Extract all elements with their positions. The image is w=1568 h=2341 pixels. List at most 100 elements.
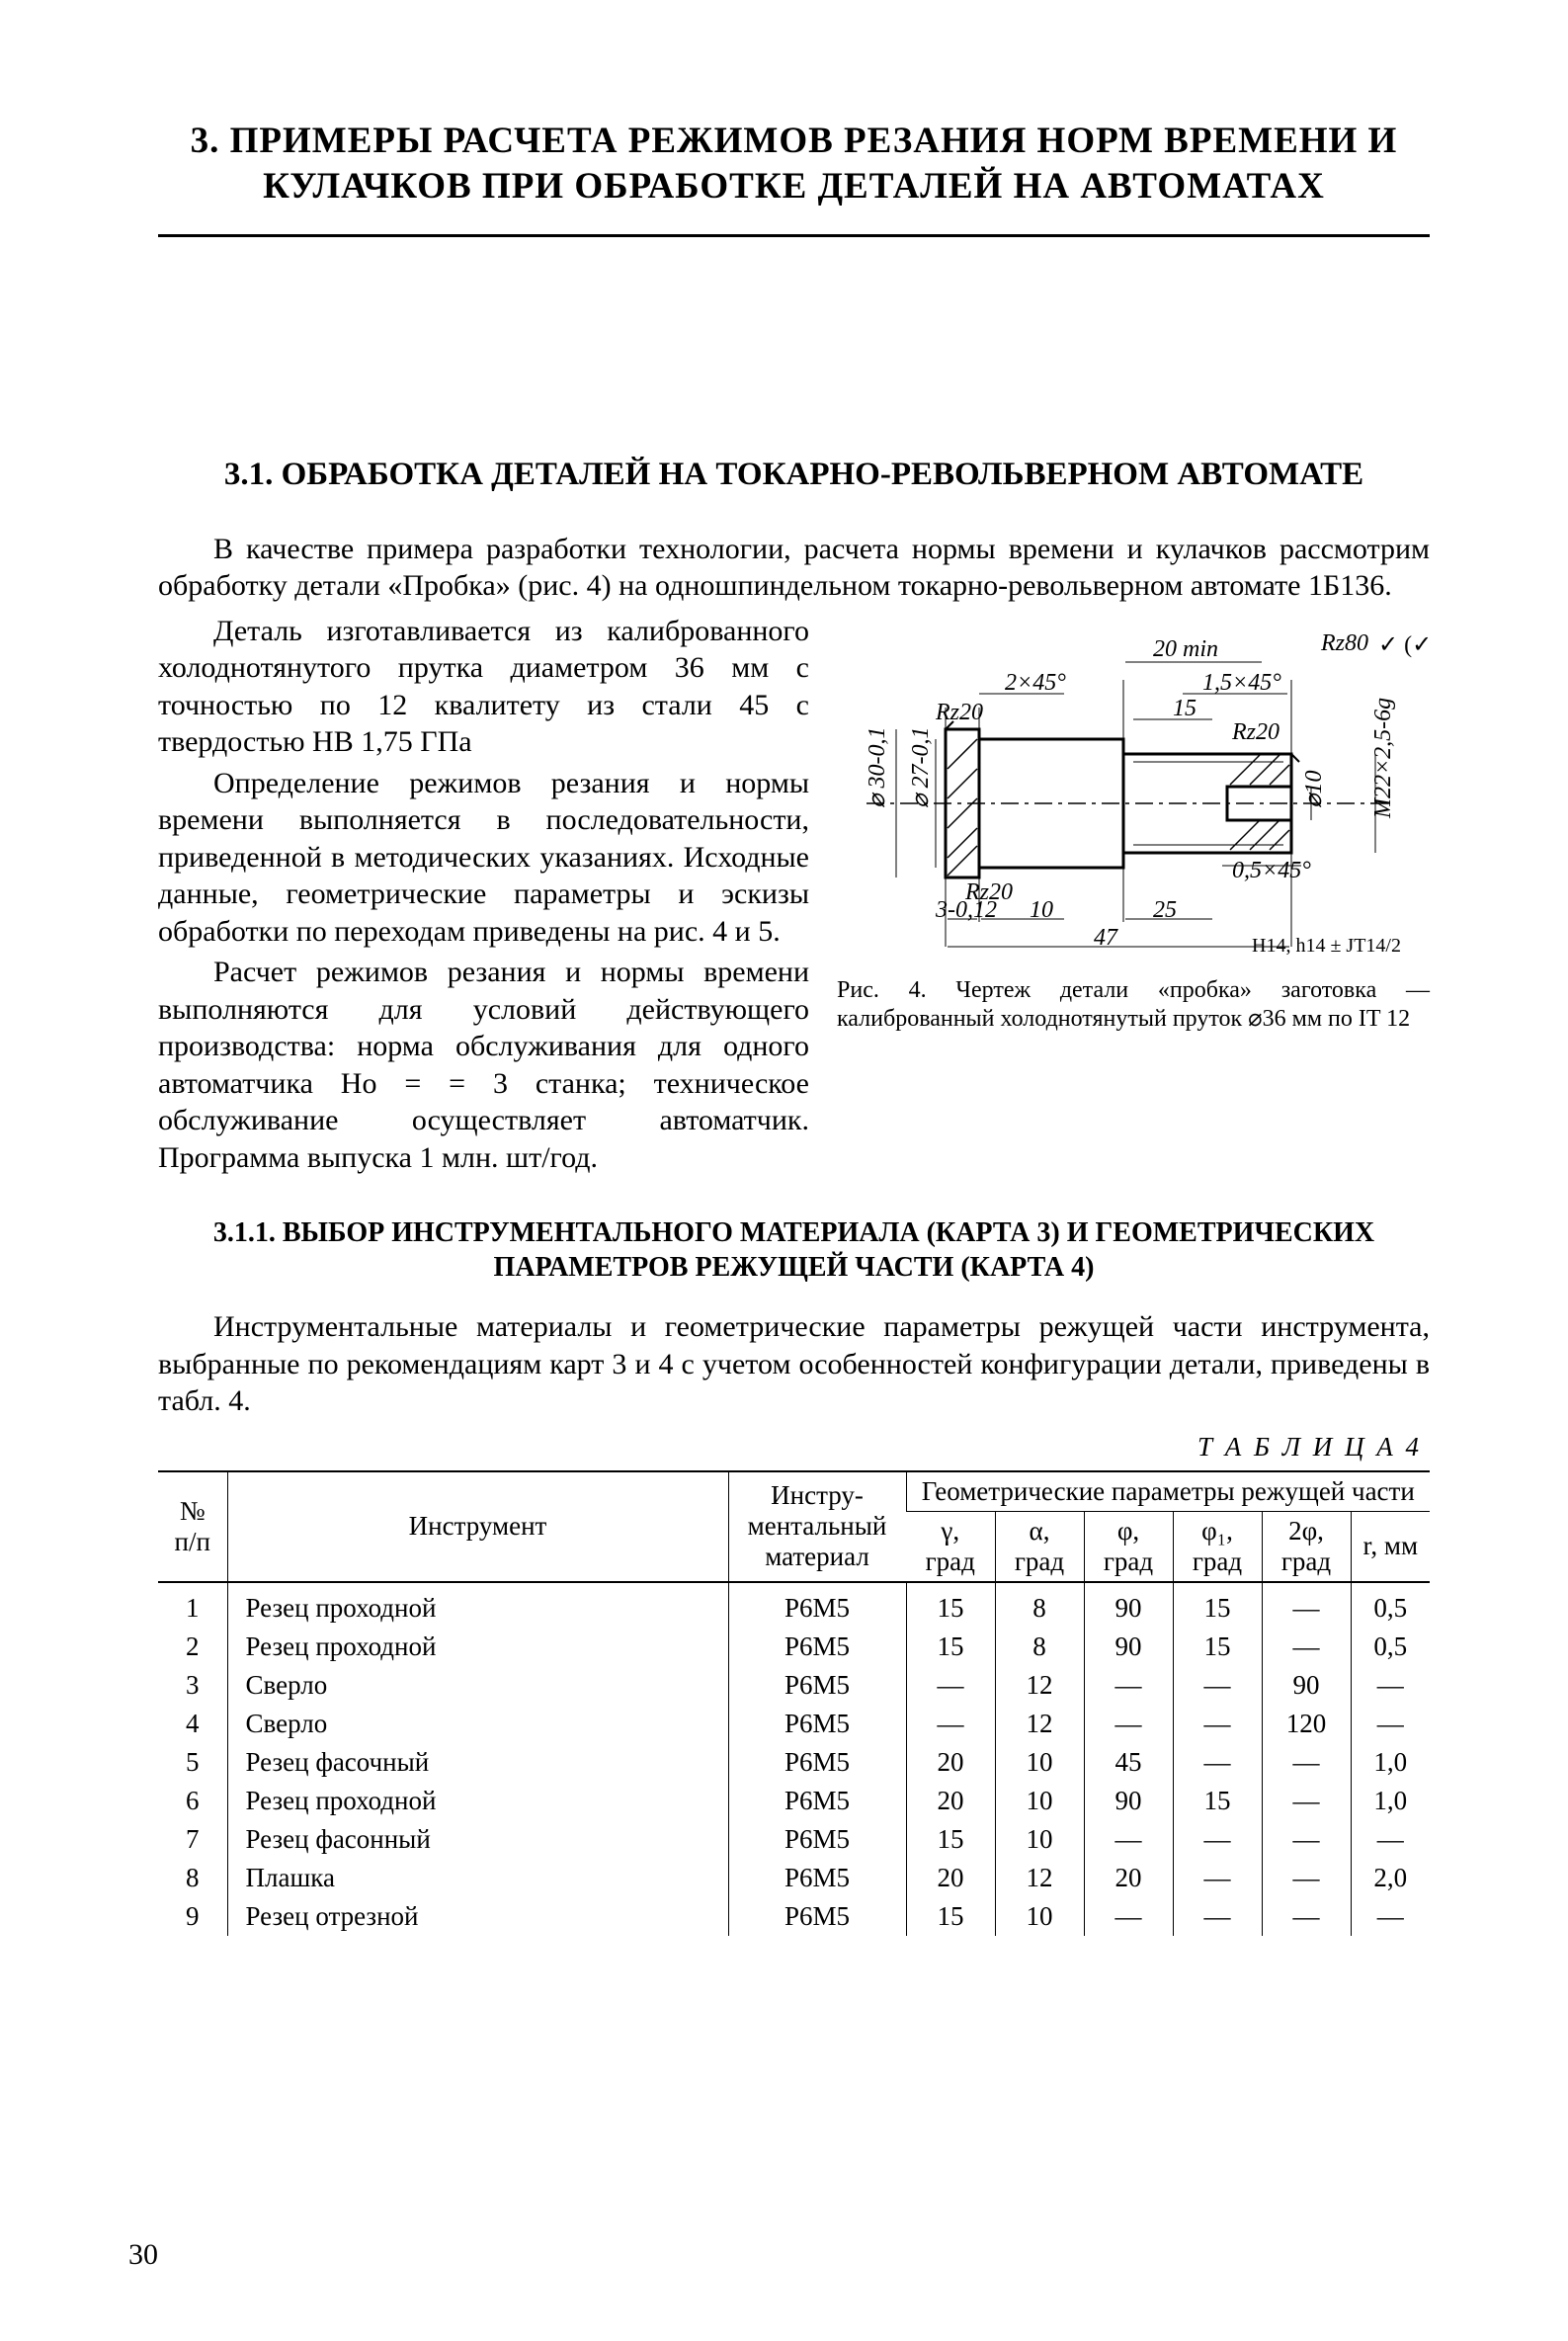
figure-caption: Рис. 4. Чертеж детали «пробка» заготовка… bbox=[837, 976, 1430, 1034]
cell-a: 12 bbox=[995, 1705, 1084, 1743]
table-row: 4СверлоР6М5—12——120— bbox=[158, 1705, 1430, 1743]
cell-r: — bbox=[1351, 1666, 1430, 1705]
cell-f: — bbox=[1084, 1897, 1173, 1936]
cell-tool: Резец отрезной bbox=[227, 1897, 728, 1936]
table-row: 3СверлоР6М5—12——90— bbox=[158, 1666, 1430, 1705]
table-row: 9Резец отрезнойР6М51510———— bbox=[158, 1897, 1430, 1936]
th-alpha: α, град bbox=[995, 1511, 1084, 1582]
paragraph-5: Инструментальные материалы и геометричес… bbox=[158, 1308, 1430, 1420]
chamfer-2x45: 2×45° bbox=[1005, 670, 1066, 696]
cell-mat: Р6М5 bbox=[728, 1820, 906, 1859]
cell-a: 10 bbox=[995, 1782, 1084, 1820]
table-row: 8ПлашкаР6М5201220——2,0 bbox=[158, 1859, 1430, 1897]
cell-tf: — bbox=[1262, 1820, 1351, 1859]
tolerance-label: H14, h14 ± JT14/2 bbox=[1252, 935, 1401, 957]
cell-f: — bbox=[1084, 1666, 1173, 1705]
cell-a: 8 bbox=[995, 1628, 1084, 1666]
rz20-left: Rz20 bbox=[935, 700, 983, 725]
paragraph-2: Деталь изготавливается из калиброванного… bbox=[158, 613, 809, 761]
cell-r: 1,0 bbox=[1351, 1782, 1430, 1820]
cell-r: 0,5 bbox=[1351, 1582, 1430, 1628]
cell-f1: 15 bbox=[1173, 1628, 1262, 1666]
cell-f: 20 bbox=[1084, 1859, 1173, 1897]
paragraph-4: Расчет режимов резания и нормы времени в… bbox=[158, 954, 809, 1176]
table-label: Т А Б Л И Ц А 4 bbox=[158, 1432, 1422, 1463]
d27-label: ⌀ 27-0,1 bbox=[908, 726, 934, 807]
cell-n: 8 bbox=[158, 1859, 227, 1897]
cell-n: 2 bbox=[158, 1628, 227, 1666]
cell-g: 20 bbox=[906, 1859, 995, 1897]
cell-g: — bbox=[906, 1705, 995, 1743]
subsection-title: 3.1.1. ВЫБОР ИНСТРУМЕНТАЛЬНОГО МАТЕРИАЛА… bbox=[158, 1215, 1430, 1285]
check-icon: ✓ (✓) bbox=[1378, 632, 1430, 658]
cell-n: 1 bbox=[158, 1582, 227, 1628]
cell-tf: — bbox=[1262, 1859, 1351, 1897]
table-row: 6Резец проходнойР6М520109015—1,0 bbox=[158, 1782, 1430, 1820]
cell-tool: Сверло bbox=[227, 1666, 728, 1705]
drawing-svg: 20 min Rz80 ✓ (✓) 2×45° 1,5×45° 15 Rz20 … bbox=[837, 621, 1430, 957]
dim-15: 15 bbox=[1173, 696, 1197, 721]
cell-n: 3 bbox=[158, 1666, 227, 1705]
cell-f: — bbox=[1084, 1705, 1173, 1743]
table-row: 1Резец проходнойР6М51589015—0,5 bbox=[158, 1582, 1430, 1628]
cell-f1: — bbox=[1173, 1666, 1262, 1705]
th-mat: Инстру­ментальный материал bbox=[728, 1471, 906, 1582]
cell-n: 5 bbox=[158, 1743, 227, 1782]
cell-tool: Резец проходной bbox=[227, 1628, 728, 1666]
section-title: 3.1. ОБРАБОТКА ДЕТАЛЕЙ НА ТОКАРНО-РЕВОЛЬ… bbox=[158, 455, 1430, 495]
cell-n: 6 bbox=[158, 1782, 227, 1820]
cell-tool: Резец фасочный bbox=[227, 1743, 728, 1782]
cell-mat: Р6М5 bbox=[728, 1743, 906, 1782]
cell-tool: Плашка bbox=[227, 1859, 728, 1897]
cell-r: — bbox=[1351, 1820, 1430, 1859]
cell-g: 20 bbox=[906, 1782, 995, 1820]
cell-mat: Р6М5 bbox=[728, 1782, 906, 1820]
cell-r: — bbox=[1351, 1897, 1430, 1936]
cell-n: 4 bbox=[158, 1705, 227, 1743]
cell-r: 2,0 bbox=[1351, 1859, 1430, 1897]
cell-mat: Р6М5 bbox=[728, 1666, 906, 1705]
cell-tf: — bbox=[1262, 1743, 1351, 1782]
th-gamma: γ, град bbox=[906, 1511, 995, 1582]
table-row: 5Резец фасочныйР6М5201045——1,0 bbox=[158, 1743, 1430, 1782]
cell-tf: 90 bbox=[1262, 1666, 1351, 1705]
th-2phi: 2φ, град bbox=[1262, 1511, 1351, 1582]
cell-f1: — bbox=[1173, 1705, 1262, 1743]
cell-a: 12 bbox=[995, 1666, 1084, 1705]
cell-f: 90 bbox=[1084, 1782, 1173, 1820]
cell-f1: 15 bbox=[1173, 1582, 1262, 1628]
cell-tool: Резец проходной bbox=[227, 1782, 728, 1820]
intro-paragraph: В качестве примера разработки технологии… bbox=[158, 531, 1430, 605]
cell-r: — bbox=[1351, 1705, 1430, 1743]
cell-tf: — bbox=[1262, 1628, 1351, 1666]
table-row: 2Резец проходнойР6М51589015—0,5 bbox=[158, 1628, 1430, 1666]
th-phi1: φ₁, град bbox=[1173, 1511, 1262, 1582]
cell-a: 10 bbox=[995, 1820, 1084, 1859]
cell-f: 90 bbox=[1084, 1582, 1173, 1628]
cell-g: 15 bbox=[906, 1628, 995, 1666]
cell-a: 8 bbox=[995, 1582, 1084, 1628]
cell-tool: Сверло bbox=[227, 1705, 728, 1743]
cell-r: 1,0 bbox=[1351, 1743, 1430, 1782]
th-phi: φ, град bbox=[1084, 1511, 1173, 1582]
cell-tf: — bbox=[1262, 1582, 1351, 1628]
d10-label: ⌀10 bbox=[1301, 770, 1327, 807]
page-number: 30 bbox=[128, 2238, 158, 2272]
th-r: r, мм bbox=[1351, 1511, 1430, 1582]
th-tool: Инструмент bbox=[227, 1471, 728, 1582]
cell-g: 15 bbox=[906, 1820, 995, 1859]
cell-r: 0,5 bbox=[1351, 1628, 1430, 1666]
dim-20min: 20 min bbox=[1153, 636, 1218, 662]
cell-mat: Р6М5 bbox=[728, 1582, 906, 1628]
cell-a: 10 bbox=[995, 1897, 1084, 1936]
cell-g: 20 bbox=[906, 1743, 995, 1782]
cell-f1: — bbox=[1173, 1897, 1262, 1936]
cell-a: 12 bbox=[995, 1859, 1084, 1897]
d30-label: ⌀ 30-0,1 bbox=[865, 726, 890, 807]
rz80-label: Rz80 bbox=[1320, 630, 1368, 656]
horizontal-rule bbox=[158, 234, 1430, 237]
cell-f: 45 bbox=[1084, 1743, 1173, 1782]
table-row: 7Резец фасонныйР6М51510———— bbox=[158, 1820, 1430, 1859]
figure-4: 20 min Rz80 ✓ (✓) 2×45° 1,5×45° 15 Rz20 … bbox=[837, 613, 1430, 957]
m22-label: M22×2,5-6g bbox=[1370, 698, 1396, 819]
